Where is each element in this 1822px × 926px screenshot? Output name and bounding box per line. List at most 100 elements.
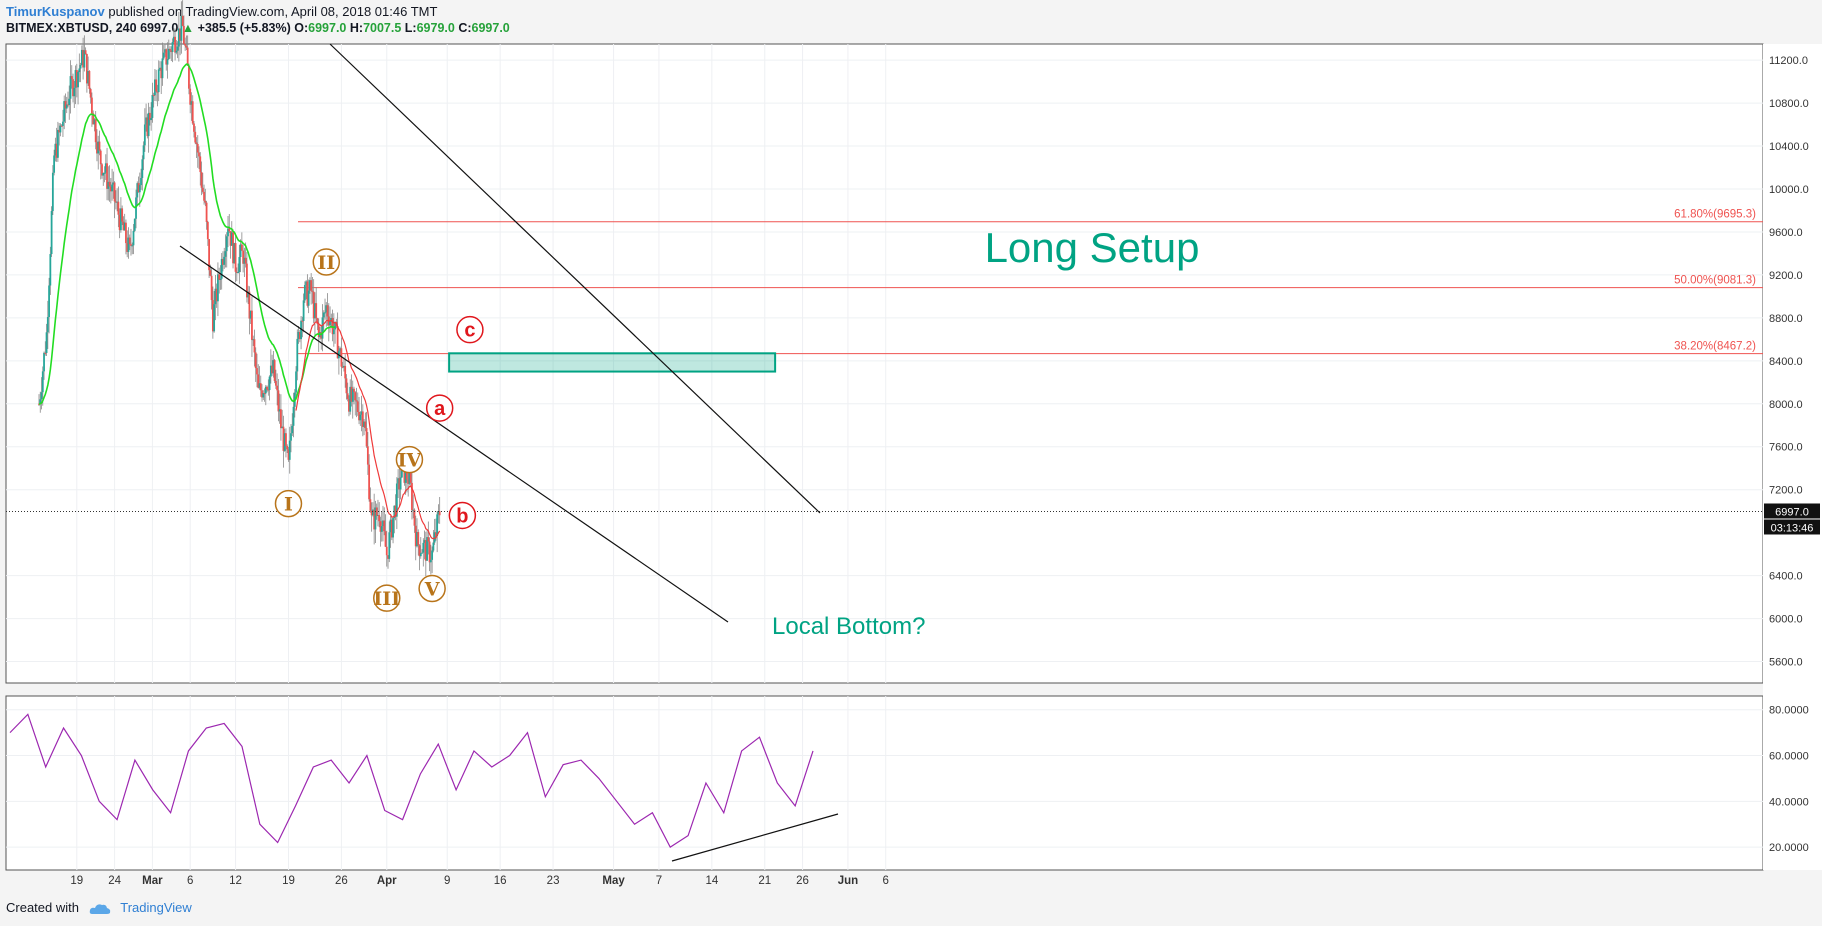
- candle-body: [340, 348, 343, 367]
- candle-body: [240, 244, 243, 251]
- candle-body: [213, 304, 216, 332]
- candle-body: [377, 515, 379, 517]
- candle-body: [40, 392, 43, 400]
- candle-body: [266, 386, 268, 390]
- candle-body: [316, 318, 319, 325]
- tradingview-link[interactable]: TradingView: [120, 900, 192, 915]
- candle-body: [243, 257, 246, 264]
- author-name[interactable]: TimurKuspanov: [6, 4, 105, 19]
- candle-body: [350, 386, 353, 402]
- candle-body: [432, 542, 435, 551]
- x-tick-label: 12: [229, 875, 242, 887]
- abc-label: a: [434, 398, 446, 420]
- change-value: +385.5 (+5.83%): [197, 21, 291, 35]
- price-tick-label: 7200.0: [1769, 485, 1803, 497]
- candle-body: [378, 515, 381, 522]
- candle-body: [69, 76, 72, 99]
- price-tick-label: 8400.0: [1769, 356, 1803, 368]
- candle-body: [237, 271, 239, 274]
- candle-body: [122, 221, 125, 231]
- x-tick-label: 16: [494, 875, 507, 887]
- candle-body: [238, 257, 241, 272]
- candle-body: [58, 129, 61, 133]
- price-tick-label: 11200.0: [1769, 55, 1808, 67]
- candle-body: [172, 36, 175, 43]
- candle-body: [351, 388, 354, 402]
- candle-body: [59, 125, 62, 133]
- candle-body: [300, 320, 302, 340]
- candle-body: [249, 310, 252, 319]
- candle-body: [349, 386, 352, 412]
- candle-body: [203, 191, 205, 201]
- last-price-tag: [1764, 503, 1820, 519]
- candle-body: [43, 352, 45, 372]
- candle-body: [257, 374, 260, 388]
- candle-body: [175, 50, 178, 53]
- candle-body: [166, 59, 169, 65]
- candle-body: [229, 231, 232, 246]
- candle-body: [409, 467, 412, 483]
- candle-body: [380, 526, 383, 532]
- candle-body: [223, 256, 226, 265]
- candle-body: [101, 164, 103, 176]
- candle-body: [205, 202, 208, 222]
- candle-body: [297, 331, 300, 339]
- candle-body: [343, 365, 345, 368]
- candle-body: [106, 163, 108, 189]
- fib-label: 38.20%(8467.2): [1674, 341, 1756, 353]
- candle-body: [64, 101, 67, 109]
- candle-body: [296, 338, 299, 372]
- candle-body: [437, 511, 440, 515]
- candle-body: [152, 94, 155, 96]
- candle-body: [252, 339, 255, 341]
- candle-body: [286, 445, 289, 450]
- candle-body: [167, 48, 170, 60]
- countdown-label: 03:13:46: [1771, 522, 1814, 534]
- candle-body: [287, 449, 290, 460]
- ohlc-legend: BITMEX:XBTUSD, 240 6997.0 ▲ +385.5 (+5.8…: [6, 21, 510, 35]
- candle-body: [438, 511, 441, 516]
- candle-body: [384, 531, 387, 547]
- symbol-label[interactable]: BITMEX:XBTUSD, 240: [6, 21, 137, 35]
- candle-body: [414, 525, 417, 547]
- candle-body: [330, 318, 333, 321]
- candle-body: [204, 200, 207, 203]
- candle-body: [259, 383, 262, 391]
- candle-body: [254, 352, 257, 369]
- candle-body: [127, 237, 130, 252]
- candle-body: [125, 222, 127, 244]
- candle-body: [73, 87, 76, 97]
- x-tick-label: 9: [444, 875, 450, 887]
- candle-body: [104, 163, 107, 173]
- candle-body: [195, 142, 198, 144]
- candle-body: [151, 94, 154, 118]
- wave-circle: [274, 489, 303, 518]
- candle-body: [281, 426, 284, 429]
- candle-body: [353, 388, 355, 393]
- candle-body: [291, 425, 294, 434]
- candles: [38, 0, 441, 577]
- candle-body: [120, 208, 122, 231]
- candle-body: [157, 69, 160, 93]
- candle-body: [315, 303, 318, 319]
- candle-body: [84, 50, 87, 55]
- x-tick-label: Jun: [838, 875, 858, 887]
- candle-body: [210, 275, 213, 301]
- up-arrow-icon: ▲: [181, 21, 195, 35]
- candle-body: [273, 360, 276, 381]
- candle-body: [373, 509, 376, 530]
- local-bottom-annotation: Local Bottom?: [772, 613, 925, 640]
- candle-body: [272, 360, 275, 374]
- candle-body: [285, 433, 287, 446]
- candle-body: [171, 42, 174, 53]
- candle-body: [326, 305, 329, 317]
- candle-body: [292, 406, 295, 426]
- candle-body: [389, 519, 392, 533]
- candle-body: [147, 112, 150, 137]
- candle-body: [418, 545, 421, 557]
- candle-body: [271, 365, 273, 374]
- candle-body: [341, 366, 344, 368]
- candle-body: [189, 88, 192, 105]
- price-tick-label: 6000.0: [1769, 614, 1803, 626]
